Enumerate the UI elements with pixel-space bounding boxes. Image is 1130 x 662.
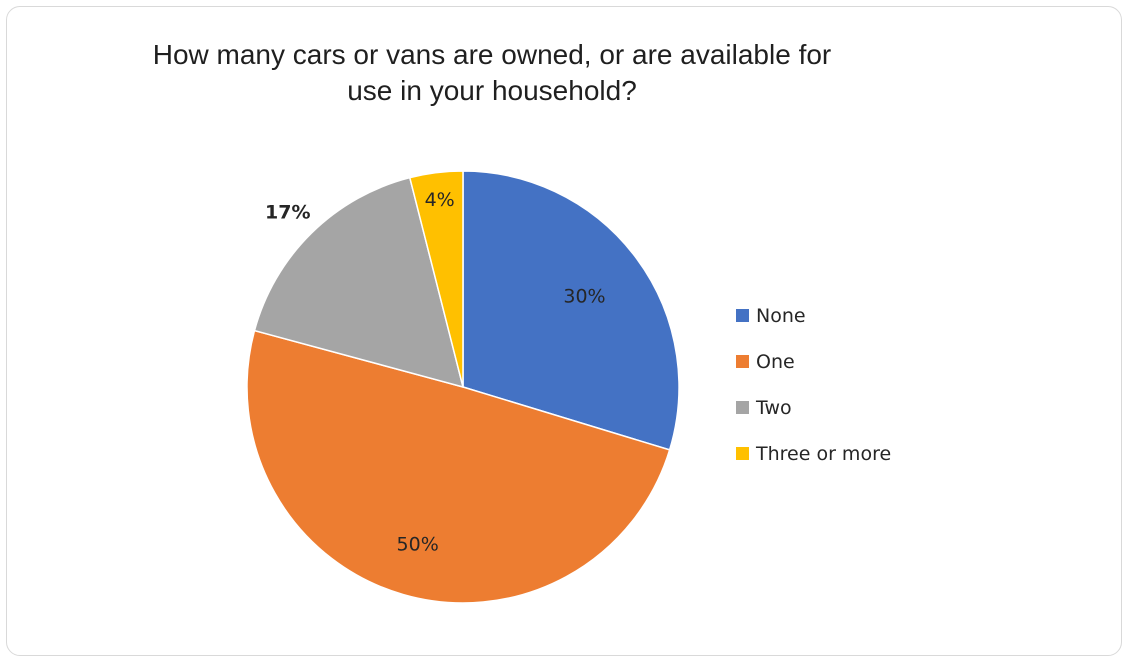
- legend-label-three-or-more: Three or more: [756, 442, 892, 465]
- legend-item-none: None: [736, 300, 891, 331]
- legend-item-two: Two: [736, 392, 891, 423]
- legend-swatch-two: [736, 401, 749, 414]
- pie-data-labels: 30% 50% 17% 4%: [265, 189, 606, 555]
- data-label-one: 50%: [397, 533, 439, 555]
- pie-slices: [246, 170, 680, 604]
- legend-item-three-or-more: Three or more: [736, 438, 891, 469]
- data-label-three-or-more: 4%: [425, 189, 455, 211]
- data-label-none: 30%: [563, 285, 605, 307]
- pie-slice-three-or-more: [408, 170, 464, 388]
- chart-legend: None One Two Three or more: [736, 300, 891, 484]
- pie-slice-one: [246, 329, 671, 604]
- legend-label-two: Two: [756, 396, 792, 419]
- legend-label-one: One: [756, 350, 795, 373]
- legend-swatch-none: [736, 309, 749, 322]
- data-label-two: 17%: [265, 202, 310, 224]
- chart-title: How many cars or vans are owned, or are …: [152, 39, 832, 106]
- legend-item-one: One: [736, 346, 891, 377]
- pie-slice-none: [462, 170, 680, 451]
- legend-swatch-three-or-more: [736, 447, 749, 460]
- legend-swatch-one: [736, 355, 749, 368]
- pie-slice-two: [253, 176, 465, 389]
- legend-label-none: None: [756, 304, 806, 327]
